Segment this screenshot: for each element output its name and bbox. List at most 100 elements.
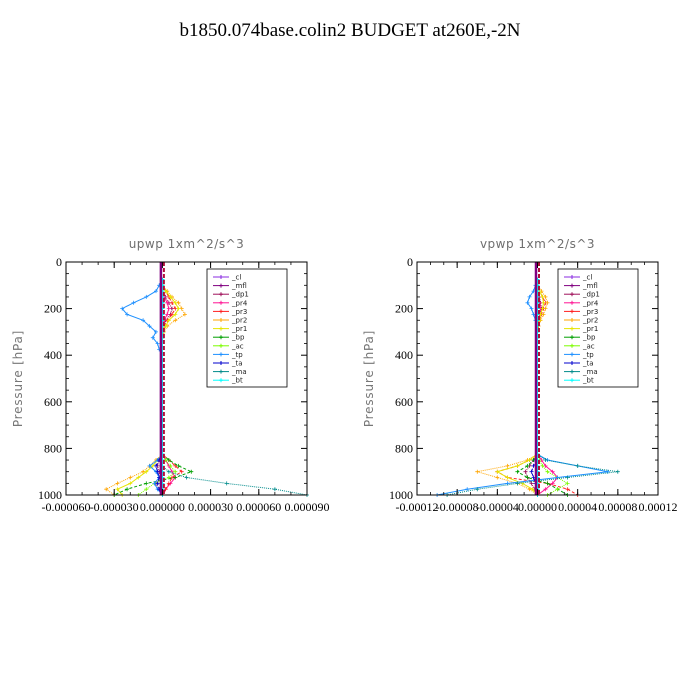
- legend-marker: [219, 352, 223, 357]
- data-point: [605, 469, 610, 474]
- data-point: [144, 487, 149, 492]
- data-point: [495, 475, 500, 480]
- data-point: [168, 463, 173, 468]
- data-point: [144, 469, 149, 474]
- legend-item-pr3: _pr3: [213, 308, 247, 316]
- data-point: [147, 324, 152, 329]
- legend: _cl_mfl_dp1_pr4_pr3_pr2_pr1_bp_ac_tp_ta_…: [206, 268, 288, 388]
- legend-label: _ac: [231, 342, 244, 350]
- data-point: [128, 475, 133, 480]
- data-point: [150, 335, 155, 340]
- data-point: [189, 469, 194, 474]
- data-point: [166, 469, 171, 474]
- legend-item-pr2: _pr2: [564, 317, 598, 325]
- data-point: [166, 475, 171, 480]
- legend-item-tp: _tp: [213, 351, 243, 359]
- legend-label: _pr4: [231, 299, 248, 307]
- panel-title: vpwp 1xm^2/s^3: [480, 237, 595, 251]
- x-tick-label: 0.000060: [236, 500, 281, 514]
- y-axis-label: Pressure [hPa]: [362, 330, 376, 427]
- legend-label: _pr1: [582, 325, 598, 333]
- data-point: [565, 487, 570, 492]
- data-point: [541, 300, 546, 305]
- legend-label: _dp1: [582, 291, 600, 299]
- data-point: [136, 475, 141, 480]
- legend-marker: [570, 378, 574, 383]
- legend-label: _pr2: [231, 317, 247, 325]
- data-point: [144, 294, 149, 299]
- data-point: [165, 312, 170, 317]
- legend-item-cl: _cl: [213, 274, 241, 282]
- data-point: [543, 487, 548, 492]
- data-point: [131, 300, 136, 305]
- legend-marker: [570, 326, 574, 331]
- legend-marker: [219, 318, 223, 322]
- legend-label: _cl: [582, 274, 592, 282]
- series-line: [161, 279, 183, 496]
- x-tick-label: -0.000060: [42, 500, 91, 514]
- data-point: [545, 481, 550, 486]
- data-point: [615, 469, 620, 474]
- legend-marker: [219, 369, 223, 374]
- data-point: [495, 469, 500, 474]
- series-line: [121, 279, 163, 496]
- data-point: [527, 294, 532, 299]
- legend-marker: [570, 343, 574, 348]
- data-point: [505, 475, 510, 480]
- legend-marker: [219, 300, 223, 305]
- data-point: [525, 300, 530, 305]
- legend-item-tp: _tp: [564, 351, 594, 359]
- data-point: [527, 458, 532, 462]
- x-tick-label: -0.00008: [436, 500, 479, 514]
- legend-marker: [570, 361, 574, 365]
- data-point: [168, 294, 173, 299]
- data-point: [565, 481, 570, 486]
- x-tick-label: 0.00004: [558, 500, 597, 514]
- legend-item-mfl: _mfl: [564, 282, 598, 290]
- y-tick-label: 400: [395, 348, 413, 362]
- data-point: [555, 487, 560, 492]
- y-axis-label: Pressure [hPa]: [11, 330, 25, 427]
- legend-marker: [570, 275, 574, 279]
- legend-label: _ac: [582, 342, 595, 350]
- legend: _cl_mfl_dp1_pr4_pr3_pr2_pr1_bp_ac_tp_ta_…: [557, 268, 639, 388]
- data-point: [182, 312, 187, 317]
- data-point: [128, 481, 133, 486]
- legend-item-pr1: _pr1: [213, 325, 247, 333]
- data-point: [475, 469, 480, 474]
- chart-panel-1: upwp 1xm^2/s^3 Pressure [hPa] 0 200 400 600 80…: [11, 237, 330, 514]
- legend-marker: [570, 300, 574, 305]
- legend-label: _pr2: [582, 317, 598, 325]
- data-point: [173, 300, 178, 305]
- data-point: [529, 306, 534, 311]
- data-point: [550, 469, 555, 474]
- data-point: [104, 487, 109, 492]
- data-point: [525, 475, 530, 480]
- data-point: [184, 475, 189, 480]
- data-point: [155, 469, 160, 474]
- legend-marker: [570, 283, 574, 288]
- legend-item-ac: _ac: [213, 342, 244, 350]
- data-point: [525, 463, 530, 468]
- data-point: [529, 469, 534, 474]
- data-point: [173, 318, 178, 323]
- legend-label: _mfl: [231, 282, 247, 290]
- legend-label: _pr1: [231, 325, 247, 333]
- data-point: [179, 469, 184, 474]
- data-point: [515, 469, 520, 474]
- legend-marker: [219, 283, 223, 288]
- data-point: [166, 306, 171, 311]
- legend-item-cl: _cl: [564, 274, 592, 282]
- data-point: [523, 469, 528, 474]
- x-tick-label: 0.00008: [598, 500, 637, 514]
- data-point: [147, 463, 152, 468]
- series-line: [116, 279, 180, 496]
- data-point: [125, 312, 130, 317]
- data-point: [545, 469, 550, 474]
- data-point: [565, 475, 570, 480]
- x-tick-label: 0.000000: [140, 500, 185, 514]
- legend-item-mfl: _mfl: [213, 282, 247, 290]
- legend-label: _cl: [231, 274, 241, 282]
- x-tick-label: -0.000030: [90, 500, 139, 514]
- data-point: [272, 487, 277, 492]
